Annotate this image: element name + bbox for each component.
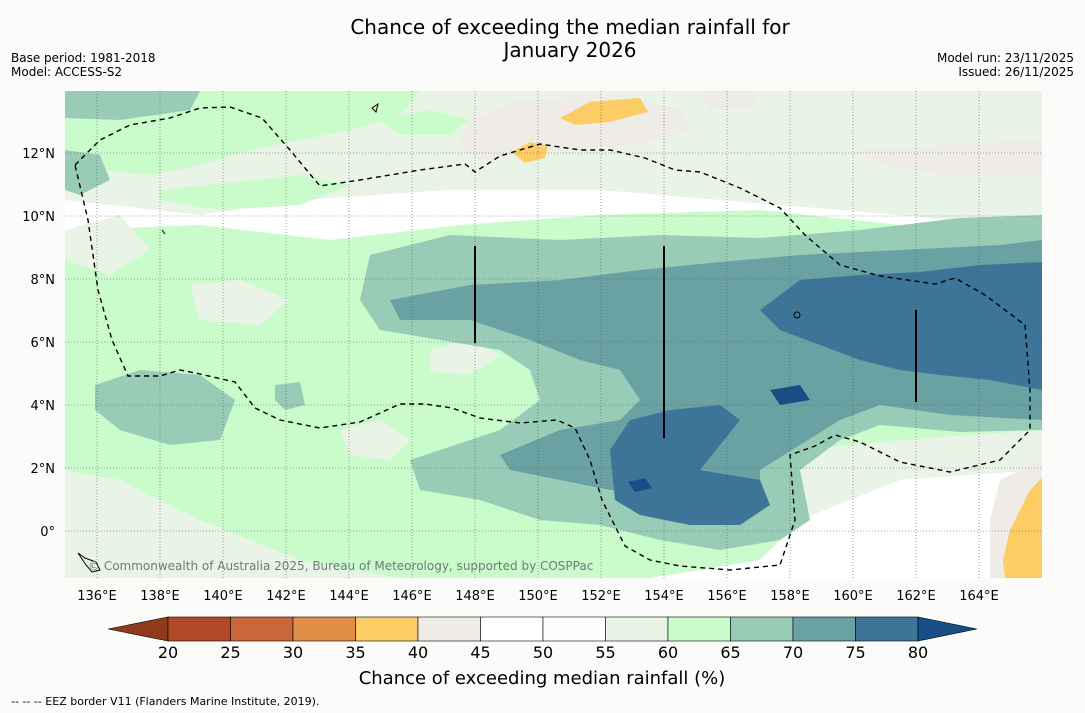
model-run-date: Model run: 23/11/2025: [936, 51, 1074, 65]
lon-label: 144°E: [329, 589, 369, 604]
boundary-ticks: [474, 246, 917, 438]
eez-footnote: -- -- -- EEZ border V11 (Flanders Marine…: [11, 695, 320, 708]
colorbar: [107, 616, 978, 642]
lon-label: 156°E: [707, 589, 747, 604]
colorbar-label: Chance of exceeding median rainfall (%): [358, 668, 726, 689]
colorbar-bin: [730, 616, 794, 642]
lat-label: 2°N: [31, 462, 56, 477]
longitude-labels: 136°E 138°E 140°E 142°E 144°E 146°E 148°…: [77, 589, 999, 604]
lon-label: 150°E: [518, 589, 558, 604]
colorbar-tick: 30: [282, 643, 304, 662]
colorbar-tick: 35: [345, 643, 366, 662]
lon-label: 162°E: [896, 589, 936, 604]
model-name: Model: ACCESS-S2: [11, 65, 123, 79]
colorbar-extend-low: [107, 616, 169, 642]
base-period: Base period: 1981-2018: [11, 51, 156, 65]
map-plot-area: [65, 91, 1042, 578]
colorbar-tick: 80: [907, 643, 929, 662]
colorbar-tick: 55: [595, 643, 616, 662]
eez-borders: [74, 106, 1031, 571]
latitude-labels: 12°N 10°N 8°N 6°N 4°N 2°N 0°: [22, 147, 55, 540]
colorbar-bin: [855, 616, 919, 642]
colorbar-bin: [292, 616, 356, 642]
colorbar-bin: [542, 616, 606, 642]
colorbar-bin: [230, 616, 294, 642]
colorbar-tick: 50: [532, 643, 554, 662]
map-title-line1: Chance of exceeding the median rainfall …: [350, 15, 790, 39]
lat-label: 12°N: [22, 147, 55, 162]
colorbar-tick: 45: [470, 643, 491, 662]
lat-label: 8°N: [31, 273, 56, 288]
lon-label: 148°E: [455, 589, 495, 604]
colorbar-bin: [792, 616, 856, 642]
lon-label: 136°E: [77, 589, 117, 604]
lon-label: 146°E: [392, 589, 432, 604]
colorbar-bin: [480, 616, 544, 642]
colorbar-tick: 70: [782, 643, 804, 662]
lat-label: 10°N: [22, 210, 55, 225]
colorbar-tick: 60: [657, 643, 679, 662]
lon-label: 164°E: [959, 589, 999, 604]
colorbar-tick: 40: [407, 643, 429, 662]
map-title-line2: January 2026: [503, 38, 637, 62]
colorbar-tick: 25: [220, 643, 241, 662]
colorbar-bin: [167, 616, 231, 642]
lon-label: 142°E: [266, 589, 306, 604]
colorbar-extend-high: [917, 616, 978, 642]
lon-label: 160°E: [833, 589, 873, 604]
lat-label: 0°: [40, 525, 55, 540]
colorbar-tick: 20: [157, 643, 179, 662]
colorbar-tick: 65: [720, 643, 741, 662]
copyright-text: © Commonwealth of Australia 2025, Bureau…: [88, 559, 593, 573]
lat-label: 6°N: [31, 336, 56, 351]
lon-label: 140°E: [203, 589, 243, 604]
islands: [77, 102, 801, 573]
colorbar-bin: [605, 616, 669, 642]
colorbar-tick: 75: [845, 643, 866, 662]
issued-date: Issued: 26/11/2025: [958, 65, 1074, 79]
lat-label: 4°N: [31, 399, 56, 414]
colorbar-bin: [667, 616, 731, 642]
lon-label: 152°E: [581, 589, 621, 604]
lon-label: 138°E: [140, 589, 180, 604]
colorbar-bin: [417, 616, 481, 642]
lon-label: 158°E: [770, 589, 810, 604]
lon-label: 154°E: [644, 589, 684, 604]
colorbar-bin: [355, 616, 419, 642]
